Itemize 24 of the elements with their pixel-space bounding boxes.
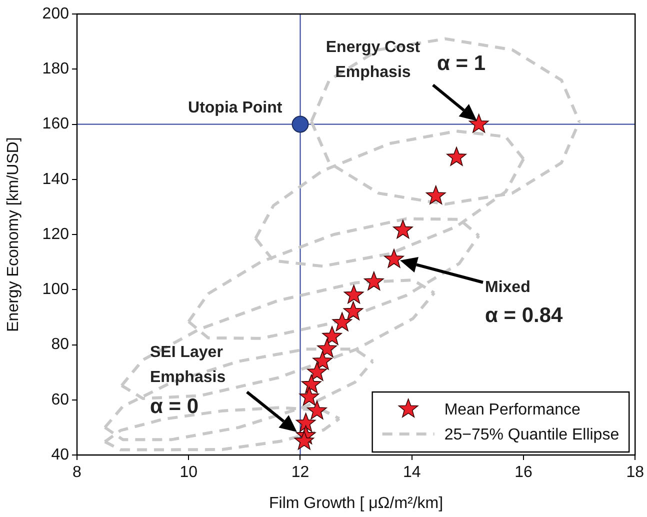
x-tick-label: 16 — [514, 464, 532, 482]
y-tick-label: 40 — [51, 446, 70, 464]
x-tick-label: 12 — [291, 464, 310, 482]
y-tick-label: 140 — [42, 170, 70, 188]
x-tick-label: 10 — [180, 464, 198, 482]
x-tick-label: 14 — [402, 464, 421, 482]
x-tick-label: 18 — [626, 464, 644, 482]
annotation: SEI Layer Emphasis α = 0 — [150, 344, 226, 418]
y-tick-label: 180 — [42, 60, 70, 78]
y-tick-label: 160 — [42, 116, 70, 133]
y-tick-label: 120 — [42, 226, 70, 243]
legend-label: Mean Performance — [444, 401, 580, 418]
x-tick-label: 8 — [72, 464, 82, 482]
legend-label: 25−75% Quantile Ellipse — [444, 426, 620, 444]
annotation: Utopia Point — [188, 99, 283, 116]
y-tick-label: 200 — [42, 5, 70, 22]
y-tick-label: 60 — [51, 391, 70, 408]
y-axis-title: Energy Economy [km/USD] — [5, 137, 22, 332]
annotation: Energy Cost Emphasis — [326, 39, 421, 81]
annotation: α = 1 — [437, 52, 486, 75]
y-tick-label: 80 — [51, 336, 70, 354]
y-tick-label: 100 — [42, 281, 70, 298]
annotation: Mixed α = 0.84 — [485, 279, 564, 327]
x-axis-title: Film Growth [ μΩ/m²/km] — [269, 494, 444, 512]
